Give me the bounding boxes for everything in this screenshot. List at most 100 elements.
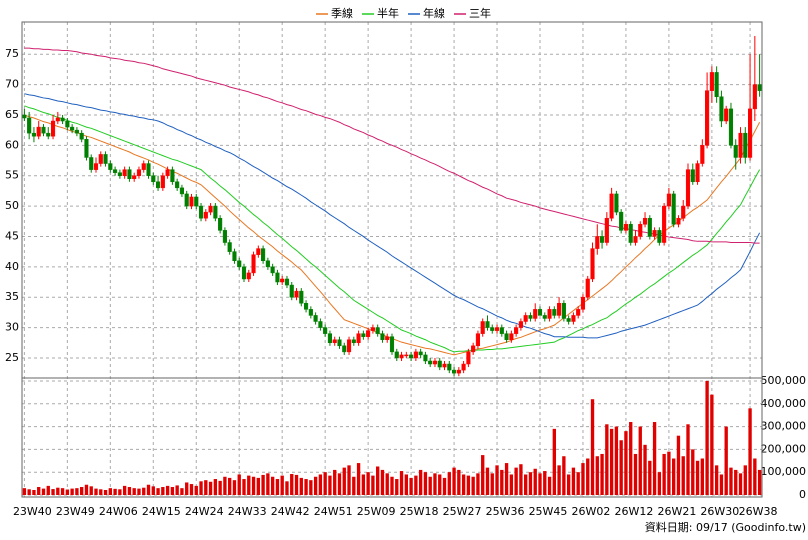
candle-body	[413, 351, 418, 359]
x-tick-label: 26W30	[700, 505, 739, 518]
volume-bar	[452, 467, 456, 495]
candle-body	[122, 169, 127, 176]
candle-body	[308, 309, 313, 316]
volume-bar	[56, 487, 60, 495]
volume-bar	[633, 453, 638, 495]
volume-bar	[681, 456, 685, 495]
x-tick-label: 25W09	[357, 505, 396, 518]
volume-bar	[471, 476, 475, 495]
volume-bar	[237, 474, 241, 495]
x-tick-label: 25W18	[400, 505, 439, 518]
candle-body	[690, 169, 695, 183]
volume-bar	[80, 487, 84, 495]
candle-body	[614, 193, 619, 213]
volume-bar	[352, 476, 356, 495]
candle-body	[179, 187, 184, 195]
candle-body	[566, 318, 571, 322]
volume-bar	[108, 488, 112, 495]
volume-bar	[285, 481, 289, 495]
candle-body	[318, 321, 323, 328]
x-tick-label: 25W45	[529, 505, 568, 518]
volume-bar	[490, 473, 494, 495]
volume-bar	[614, 426, 619, 495]
candle-body	[113, 169, 118, 173]
volume-bar	[113, 488, 117, 495]
volume-bar	[356, 463, 361, 495]
volume-bar	[103, 489, 108, 495]
volume-bar	[189, 484, 194, 495]
x-tick-label: 26W38	[739, 505, 778, 518]
volume-bar	[371, 475, 375, 495]
y-tick-label: 75	[5, 47, 19, 60]
candle-body	[165, 169, 170, 176]
candle-body	[523, 315, 528, 322]
volume-bar	[528, 472, 533, 495]
candle-body	[261, 248, 266, 262]
volume-bar	[519, 464, 523, 495]
volume-bar	[652, 422, 657, 495]
candle-body	[299, 290, 304, 304]
legend-label: 年線	[423, 6, 445, 20]
volume-bar	[142, 487, 146, 495]
volume-bar	[380, 469, 385, 495]
x-tick-label: 24W51	[314, 505, 353, 518]
volume-bar	[442, 477, 447, 495]
volume-bar	[557, 465, 561, 495]
candle-body	[136, 169, 142, 176]
candle-body	[647, 217, 652, 237]
y2-tick-label: 100,000	[761, 465, 807, 478]
volume-bar	[638, 426, 642, 495]
candle-body	[552, 309, 557, 316]
candle-body	[31, 132, 36, 137]
volume-bar	[122, 485, 127, 495]
x-tick-label: 23W49	[56, 505, 95, 518]
moving-average-line	[24, 93, 761, 339]
candle-body	[456, 369, 461, 374]
candle-body	[380, 333, 385, 340]
volume-bar	[590, 399, 595, 495]
volume-bar	[165, 485, 170, 495]
volume-bar	[156, 488, 160, 495]
candle-body	[156, 181, 161, 189]
candle-body	[447, 363, 452, 371]
volume-bar	[576, 472, 580, 495]
candle-body	[332, 339, 337, 344]
volume-bar	[466, 475, 471, 495]
volume-bar	[223, 476, 227, 495]
volume-bar	[161, 487, 165, 495]
candle-body	[461, 363, 466, 371]
candle-body	[709, 72, 714, 91]
volume-bar	[251, 476, 256, 495]
volume-bar	[724, 426, 728, 495]
volume-bar	[65, 489, 70, 495]
candle-body	[79, 132, 84, 140]
y-tick-label: 60	[5, 138, 19, 151]
candle-body	[748, 108, 753, 158]
volume-bar	[609, 428, 614, 495]
candle-body	[27, 117, 32, 134]
candle-body	[89, 157, 94, 170]
volume-bar	[586, 458, 590, 495]
volume-bar	[247, 475, 251, 495]
candle-body	[642, 217, 648, 225]
volume-bar	[266, 473, 270, 495]
candle-body	[70, 126, 75, 131]
x-tick-label: 24W42	[271, 505, 310, 518]
candle-body	[662, 205, 667, 243]
volume-bar	[385, 473, 389, 495]
volume-bar	[500, 469, 504, 495]
y2-tick-label: 300,000	[761, 420, 807, 433]
candle-body	[700, 145, 705, 164]
candle-body	[108, 163, 113, 170]
volume-bar	[390, 476, 394, 495]
x-tick-label: 24W33	[228, 505, 267, 518]
volume-bar	[275, 479, 280, 495]
volume-bar	[299, 477, 303, 495]
candle-body	[671, 193, 676, 225]
candle-body	[561, 303, 566, 319]
candle-body	[652, 230, 657, 237]
volume-bar	[170, 487, 175, 495]
volume-bar	[337, 473, 342, 495]
x-tick-label: 26W21	[657, 505, 696, 518]
candle-body	[103, 154, 108, 164]
